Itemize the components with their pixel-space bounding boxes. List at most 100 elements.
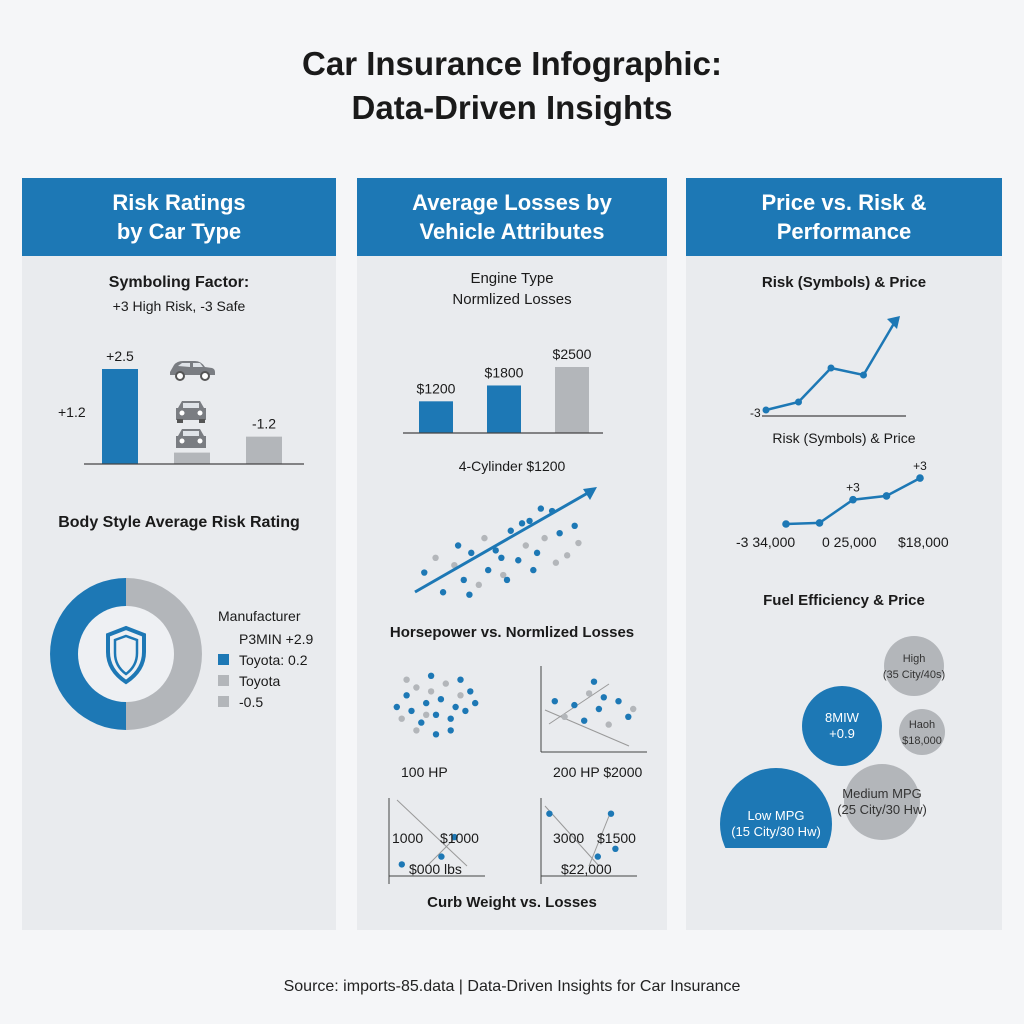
fuel-efficiency-title: Fuel Efficiency & Price xyxy=(763,592,925,609)
engine-bar xyxy=(419,401,453,433)
scatter-point xyxy=(590,678,598,685)
legend-swatch xyxy=(218,675,229,686)
legend-label: P3MIN +2.9 xyxy=(239,630,314,647)
scatter-point xyxy=(460,576,467,584)
car-side-icon xyxy=(170,361,215,381)
line-point xyxy=(882,492,891,500)
symboling-bar xyxy=(246,436,282,464)
bubble-high xyxy=(884,636,944,696)
scatter-point xyxy=(447,727,454,734)
line-point xyxy=(815,519,824,527)
scatter-point xyxy=(442,680,449,687)
trend-line xyxy=(414,488,594,594)
cylinder-scatter xyxy=(414,487,597,598)
scatter-point xyxy=(481,534,488,542)
engine-title-1: Engine Type xyxy=(470,270,554,287)
scatter-point xyxy=(500,571,507,579)
risk-header-line-1: Risk Ratings xyxy=(112,190,246,215)
scatter-point xyxy=(403,692,410,699)
scatter-point xyxy=(452,703,459,711)
risk-price-start-label: -3 xyxy=(750,406,761,420)
scatter-point xyxy=(575,539,582,547)
risk-panel-header: Risk Ratings by Car Type xyxy=(22,178,336,256)
legend-label: -0.5 xyxy=(239,693,264,710)
line-point xyxy=(827,364,835,372)
scatter-point xyxy=(600,694,607,701)
scatter-point xyxy=(403,676,410,683)
symboling-subtitle: +3 High Risk, -3 Safe xyxy=(112,298,246,314)
line-point xyxy=(849,495,857,504)
scatter-point xyxy=(432,711,440,718)
symboling-side-label: +1.2 xyxy=(58,404,86,420)
symboling-bar xyxy=(174,452,210,464)
scatter-point xyxy=(552,559,560,566)
manufacturer-legend: Manufacturer P3MIN +2.9 Toyota: 0.2 Toyota… xyxy=(218,608,313,712)
legend-swatch xyxy=(218,654,229,665)
scatter-point xyxy=(462,707,469,715)
cw-left-c: $000 lbs xyxy=(409,861,462,877)
scatter-point xyxy=(546,810,553,817)
line-point xyxy=(762,406,770,414)
bubble-low xyxy=(720,768,832,848)
scatter-point xyxy=(518,520,526,527)
scatter-point xyxy=(439,589,447,596)
scatter-point xyxy=(498,554,505,561)
legend-item: -0.5 xyxy=(218,691,313,712)
curb-weight-title: Curb Weight vs. Losses xyxy=(427,894,597,911)
scatter-point xyxy=(423,711,430,718)
scatter-point xyxy=(537,505,545,512)
legend-swatch xyxy=(218,633,229,644)
scatter-point xyxy=(533,549,541,557)
engine-bar-label: $2500 xyxy=(553,346,592,362)
scatter-point xyxy=(408,707,415,715)
hp-scatter-right xyxy=(540,666,647,753)
symboling-bar-label: +2.5 xyxy=(106,348,134,364)
price-x-label-2: 0 25,000 xyxy=(822,534,877,550)
scatter-point xyxy=(454,542,462,549)
losses-panel-header: Average Losses by Vehicle Attributes xyxy=(357,178,667,256)
fuel-bubble-chart: High (35 City/40s) 8MIW+0.9 Haoh $18,000 Low … xyxy=(720,636,945,848)
legend-swatch xyxy=(218,696,229,707)
scatter-point xyxy=(418,719,425,726)
scatter-point xyxy=(457,676,464,683)
cw-left-b: $1000 xyxy=(440,830,479,846)
symboling-chart: +2.5 -1.2 xyxy=(84,348,304,465)
scatter-point xyxy=(522,542,529,549)
losses-header-line-1: Average Losses by xyxy=(412,190,612,215)
scatter-point xyxy=(530,566,537,574)
scatter-point xyxy=(432,731,440,738)
risk-header-line-2: by Car Type xyxy=(116,219,242,244)
point-label: +3 xyxy=(913,459,927,473)
legend-title: Manufacturer xyxy=(218,608,301,624)
symboling-title: Symboling Factor: xyxy=(108,274,250,291)
scatter-point xyxy=(526,517,533,525)
line-point xyxy=(795,398,802,406)
hp-scatter-left xyxy=(393,672,479,738)
line-arrowhead xyxy=(887,316,900,329)
scatter-point xyxy=(451,833,458,841)
risk-ratings-panel: Risk Ratings by Car Type Symboling Facto… xyxy=(22,178,336,930)
scatter-point xyxy=(393,703,400,711)
body-style-donut xyxy=(50,578,202,730)
hp-title: Horsepower vs. Normlized Losses xyxy=(389,624,635,641)
average-losses-panel: Average Losses by Vehicle Attributes Eng… xyxy=(357,178,667,930)
scatter-point xyxy=(467,688,474,695)
bubble-medium xyxy=(844,764,920,840)
bubble-label: High xyxy=(903,653,926,665)
legend-item: P3MIN +2.9 xyxy=(218,628,313,649)
scatter-point xyxy=(615,698,622,705)
scatter-point xyxy=(466,591,473,598)
engine-bar-label: $1200 xyxy=(417,380,456,396)
scatter-point xyxy=(581,717,588,724)
scatter-point xyxy=(423,699,430,707)
scatter-point xyxy=(421,569,428,576)
scatter-point xyxy=(437,696,445,703)
engine-type-chart: $1200 $1800 $2500 xyxy=(403,346,603,434)
bubble-label: Medium MPG xyxy=(842,786,921,801)
scatter-point xyxy=(472,699,479,707)
symboling-bar xyxy=(102,369,138,464)
bubble-haoh xyxy=(899,709,945,755)
scatter-point xyxy=(585,690,593,697)
scatter-point xyxy=(475,581,482,589)
scatter-point xyxy=(413,684,420,691)
